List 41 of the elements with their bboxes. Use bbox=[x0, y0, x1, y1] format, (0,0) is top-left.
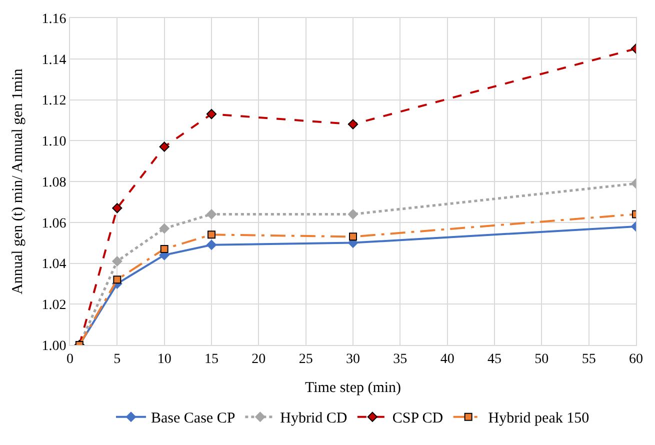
y-tick-label: 1.08 bbox=[42, 175, 66, 190]
x-tick-label: 55 bbox=[582, 352, 596, 367]
x-tick-label: 50 bbox=[534, 352, 549, 367]
y-tick-label: 1.02 bbox=[42, 298, 66, 314]
x-tick-label: 35 bbox=[393, 352, 408, 367]
y-tick-label: 1.06 bbox=[42, 216, 66, 232]
point bbox=[206, 240, 217, 250]
legend-label: Hybrid peak 150 bbox=[488, 410, 590, 427]
x-tick-label: 60 bbox=[629, 352, 643, 367]
y-tick-label: 1.14 bbox=[42, 52, 66, 68]
x-tick-label: 25 bbox=[298, 352, 313, 367]
legend-label: Hybrid CD bbox=[280, 410, 348, 427]
x-tick-label: 30 bbox=[346, 352, 360, 367]
x-tick-label: 45 bbox=[488, 352, 502, 367]
point bbox=[349, 232, 357, 241]
x-tick-label: 10 bbox=[157, 352, 172, 367]
x-tick-label: 0 bbox=[66, 352, 74, 367]
point bbox=[112, 256, 122, 266]
point bbox=[160, 244, 168, 253]
y-tick-label: 1.16 bbox=[42, 12, 66, 27]
point bbox=[159, 223, 170, 234]
point bbox=[348, 209, 358, 220]
point bbox=[208, 230, 216, 239]
point bbox=[159, 142, 170, 152]
point bbox=[348, 119, 358, 130]
legend-label: CSP CD bbox=[392, 410, 444, 427]
y-tick-label: 1.12 bbox=[42, 94, 66, 109]
x-tick-label: 40 bbox=[440, 352, 454, 367]
x-tick-label: 15 bbox=[204, 352, 218, 367]
x-tick-label: 5 bbox=[114, 352, 121, 367]
x-tick-label: 20 bbox=[252, 352, 266, 367]
y-axis-title: Annual gen (t) min/ Annual gen 1min bbox=[10, 68, 26, 294]
y-tick-label: 1.04 bbox=[42, 257, 66, 272]
point bbox=[206, 109, 217, 120]
point bbox=[112, 203, 122, 214]
x-axis-title: Time step (min) bbox=[304, 380, 402, 396]
legend-label: Base Case CP bbox=[151, 410, 236, 427]
point bbox=[113, 276, 122, 284]
point bbox=[206, 209, 217, 220]
y-tick-label: 1.00 bbox=[42, 338, 66, 354]
y-tick-label: 1.10 bbox=[42, 134, 66, 150]
